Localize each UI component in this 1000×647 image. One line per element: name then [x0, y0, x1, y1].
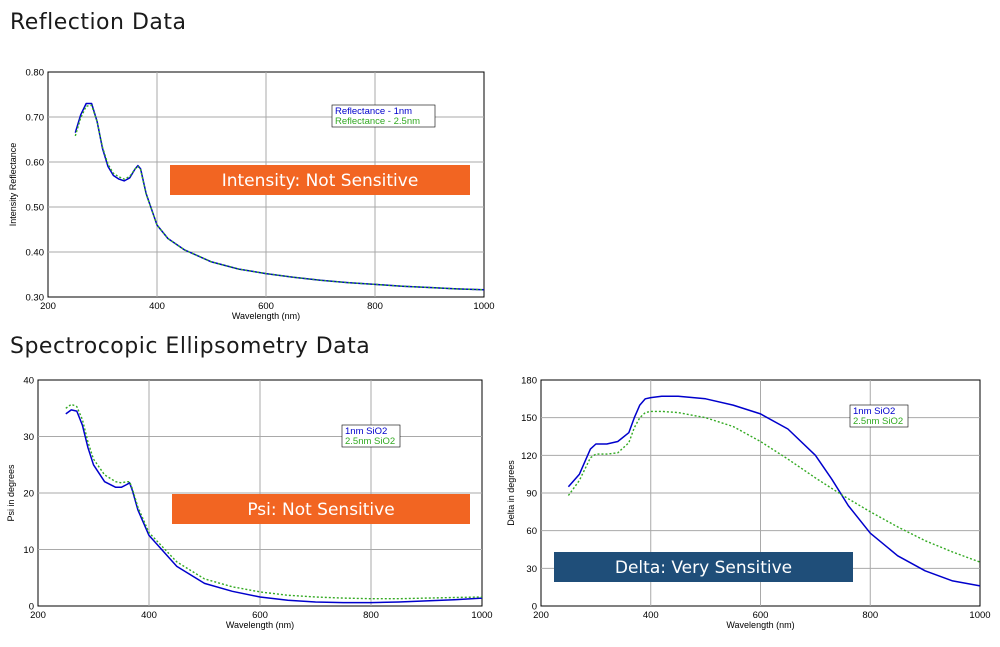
y-tick-label: 30: [23, 432, 34, 443]
legend-box: [849, 404, 909, 428]
y-tick-label: 90: [526, 489, 537, 500]
y-tick-label: 120: [521, 451, 537, 462]
x-tick-label: 800: [862, 610, 878, 621]
x-tick-label: 400: [643, 610, 659, 621]
x-tick-label: 1000: [473, 301, 494, 312]
y-tick-label: 0: [532, 602, 537, 613]
x-axis-label: Wavelength (nm): [232, 311, 300, 321]
legend-entry: 2.5nm SiO2: [853, 416, 903, 427]
y-tick-label: 0.30: [26, 293, 45, 304]
banner-text: Psi: Not Sensitive: [247, 500, 394, 520]
y-tick-label: 30: [526, 564, 537, 575]
series-line-1: [567, 395, 981, 587]
y-tick-label: 0.60: [26, 158, 45, 169]
banner-text: Delta: Very Sensitive: [615, 558, 792, 578]
series-line-2: [74, 104, 485, 291]
y-tick-label: 10: [23, 545, 34, 556]
series-line-1: [65, 409, 483, 604]
y-tick-label: 60: [526, 526, 537, 537]
y-tick-label: 20: [23, 489, 34, 500]
reflection-section-title: Reflection Data: [10, 10, 187, 35]
delta-chart: 200 400 600 800 1000 0 30 60 90 120 150 180 Waveleng…: [506, 376, 991, 631]
y-tick-label: 0.80: [26, 68, 45, 79]
banner-background: [172, 494, 470, 524]
x-axis-label: Wavelength (nm): [226, 620, 294, 630]
banner-background: [554, 552, 853, 582]
y-tick-label: 0.70: [26, 113, 45, 124]
series-line-2: [65, 403, 483, 600]
y-tick-label: 150: [521, 413, 537, 424]
x-tick-label: 600: [258, 301, 274, 312]
x-tick-label: 1000: [969, 610, 990, 621]
banner-text: Intensity: Not Sensitive: [222, 171, 419, 191]
banner-background: [170, 165, 470, 195]
sensitivity-banner: Intensity: Not Sensitive: [170, 165, 470, 195]
ellipsometry-section-title: Spectrocopic Ellipsometry Data: [10, 334, 371, 359]
legend-entry: Reflectance - 2.5nm: [335, 116, 420, 127]
legend-box: [341, 424, 401, 448]
x-tick-label: 200: [533, 610, 549, 621]
x-tick-label: 400: [141, 610, 157, 621]
x-tick-label: 600: [753, 610, 769, 621]
y-tick-label: 40: [23, 376, 34, 387]
y-axis-label: Psi in degrees: [6, 464, 16, 522]
sensitivity-banner: Delta: Very Sensitive: [554, 552, 853, 582]
legend-entry: 2.5nm SiO2: [345, 436, 395, 447]
x-tick-label: 400: [149, 301, 165, 312]
legend-box: [331, 104, 436, 128]
x-tick-label: 200: [40, 301, 56, 312]
y-tick-label: 0.40: [26, 248, 45, 259]
x-tick-label: 800: [367, 301, 383, 312]
x-tick-label: 200: [30, 610, 46, 621]
y-tick-label: 0: [29, 602, 34, 613]
psi-chart: 200 400 600 800 1000 0 10 20 30 40 Wavelength (nm)…: [6, 376, 493, 631]
x-tick-label: 800: [363, 610, 379, 621]
x-axis-label: Wavelength (nm): [726, 620, 794, 630]
x-tick-label: 1000: [471, 610, 492, 621]
y-axis-label: Delta in degrees: [506, 460, 516, 526]
sensitivity-banner: Psi: Not Sensitive: [172, 494, 470, 524]
reflectance-chart: 200 400 600 800 1000 0.30 0.40 0.50 0.60 0.70 0.80…: [8, 68, 495, 322]
y-axis-label: Intensity Reflectance: [8, 143, 18, 227]
legend-entry: Reflectance - 1nm: [335, 106, 412, 117]
y-tick-label: 180: [521, 376, 537, 387]
legend-entry: 1nm SiO2: [853, 406, 895, 417]
y-tick-label: 0.50: [26, 203, 45, 214]
x-tick-label: 600: [252, 610, 268, 621]
legend-entry: 1nm SiO2: [345, 426, 387, 437]
